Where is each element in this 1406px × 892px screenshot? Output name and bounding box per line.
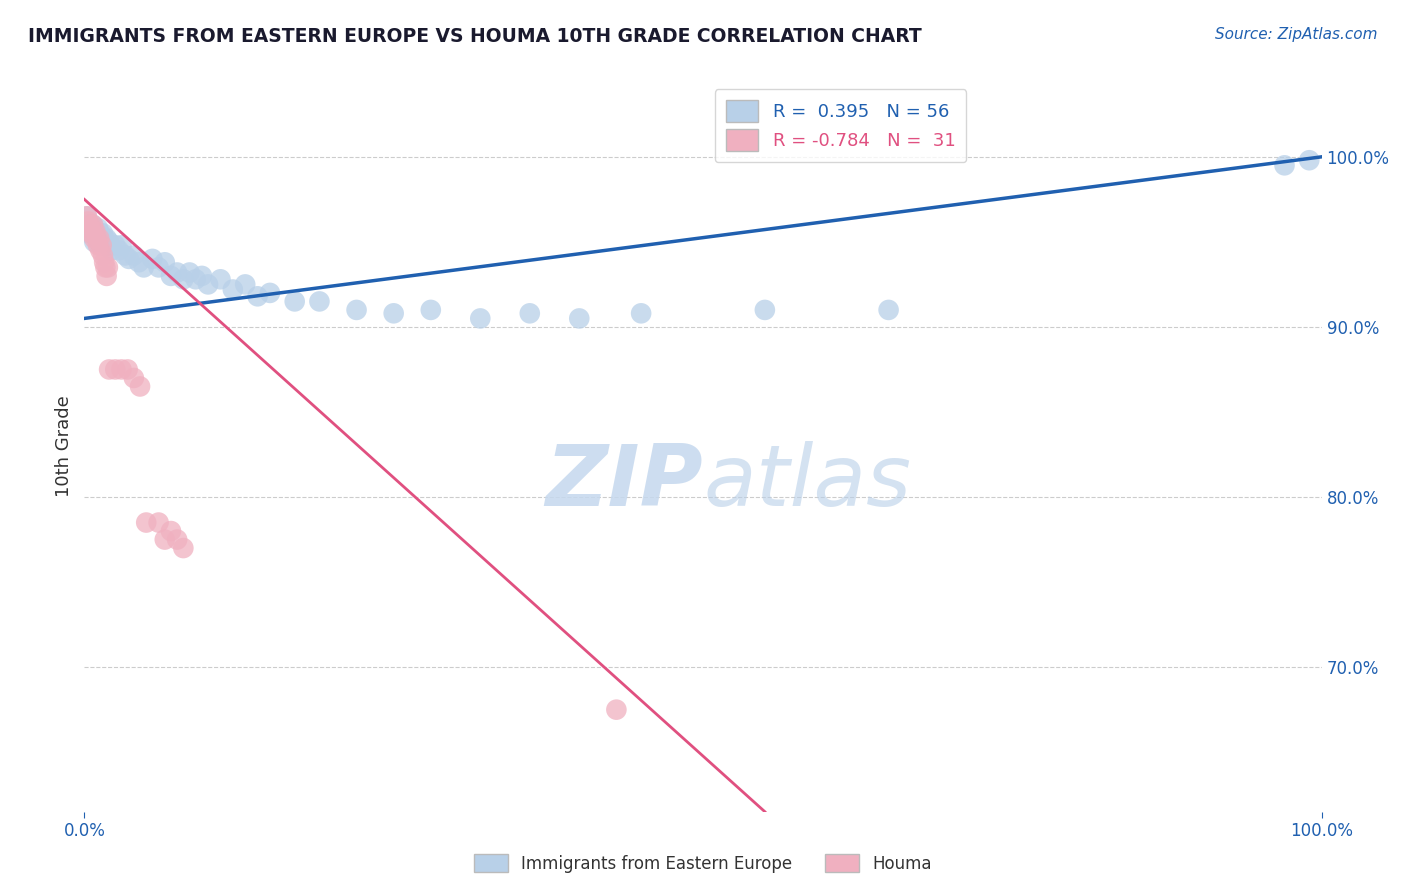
Point [1274,158,1296,172]
Point [382,306,405,320]
Point [166,533,188,547]
Point [114,248,136,262]
Point [97,238,120,252]
Point [77,214,100,228]
Point [135,516,157,530]
Point [118,252,141,266]
Point [246,289,269,303]
Point [754,302,776,317]
Point [98,235,121,249]
Point [197,277,219,292]
Point [79,218,101,232]
Point [141,252,163,266]
Point [519,306,541,320]
Point [108,244,131,258]
Point [122,371,145,385]
Point [160,268,183,283]
Point [568,311,591,326]
Point [82,218,104,232]
Point [419,302,441,317]
Point [179,265,201,279]
Point [148,260,170,275]
Point [172,541,194,555]
Point [96,268,118,283]
Point [93,255,115,269]
Point [222,283,245,297]
Point [93,231,115,245]
Point [630,306,652,320]
Point [90,231,112,245]
Text: Source: ZipAtlas.com: Source: ZipAtlas.com [1215,27,1378,42]
Point [83,231,105,245]
Point [110,362,132,376]
Point [76,210,98,224]
Legend: R =  0.395   N = 56, R = -0.784   N =  31: R = 0.395 N = 56, R = -0.784 N = 31 [714,89,966,162]
Point [98,362,121,376]
Point [153,255,176,269]
Point [470,311,492,326]
Point [209,272,232,286]
Text: ZIP: ZIP [546,441,703,524]
Point [166,265,188,279]
Point [117,362,139,376]
Point [89,235,111,249]
Text: IMMIGRANTS FROM EASTERN EUROPE VS HOUMA 10TH GRADE CORRELATION CHART: IMMIGRANTS FROM EASTERN EUROPE VS HOUMA … [28,27,922,45]
Point [132,260,155,275]
Point [100,244,122,258]
Point [89,231,111,245]
Point [148,516,170,530]
Point [79,221,101,235]
Point [77,218,100,232]
Legend: Immigrants from Eastern Europe, Houma: Immigrants from Eastern Europe, Houma [468,847,938,880]
Point [233,277,256,292]
Point [122,248,145,262]
Point [1298,153,1320,168]
Point [80,227,103,241]
Point [76,210,98,224]
Point [94,235,117,249]
Point [346,302,368,317]
Point [97,260,120,275]
Point [90,238,112,252]
Point [160,524,183,538]
Point [128,255,150,269]
Point [104,362,127,376]
Point [84,227,107,241]
Point [80,227,103,241]
Point [877,302,900,317]
Point [89,244,111,258]
Point [172,272,194,286]
Point [83,235,105,249]
Point [129,379,152,393]
Point [86,231,108,245]
Point [79,218,101,232]
Point [79,227,101,241]
Point [94,260,117,275]
Point [87,238,110,252]
Point [110,238,132,252]
Point [104,238,127,252]
Point [89,227,111,241]
Point [84,225,107,239]
Point [87,221,110,235]
Point [96,231,118,245]
Point [184,272,207,286]
Text: atlas: atlas [703,441,911,524]
Point [91,227,114,241]
Point [191,268,214,283]
Point [153,533,176,547]
Point [86,227,108,241]
Point [284,294,307,309]
Point [82,218,104,232]
Point [605,703,627,717]
Y-axis label: 10th Grade: 10th Grade [55,395,73,497]
Point [308,294,330,309]
Point [91,248,114,262]
Point [259,285,281,300]
